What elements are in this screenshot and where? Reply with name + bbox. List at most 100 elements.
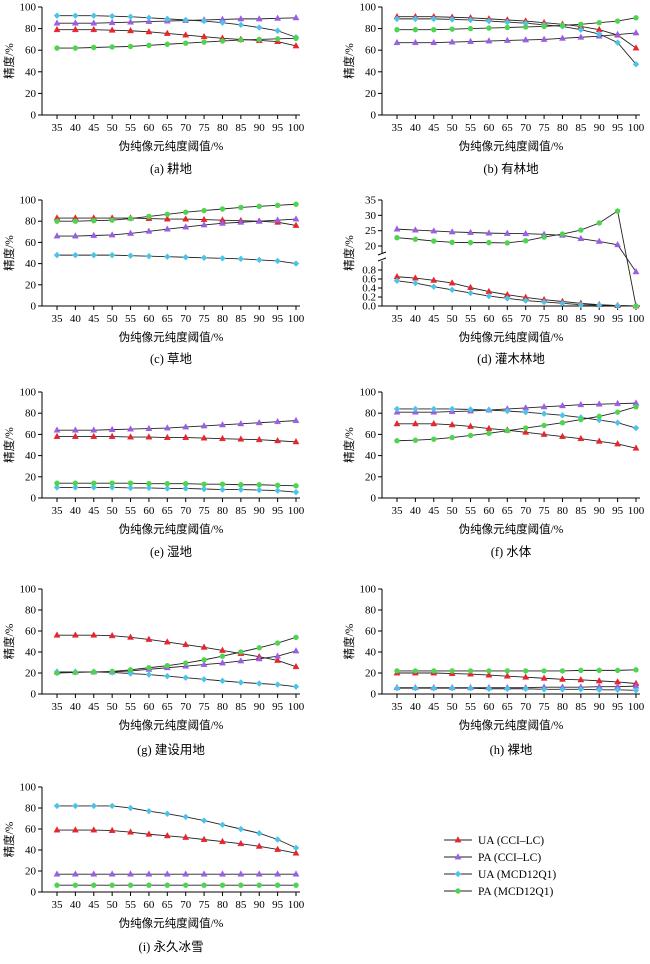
y-tick-label: 20 xyxy=(25,866,37,878)
chart-panel-6: 0 20 40 60 80 100 35 40 45 50 55 60 65 70 75 80 85 90 95 10… xyxy=(342,387,645,560)
data-point xyxy=(274,652,282,659)
series-line-2 xyxy=(57,218,297,237)
data-point xyxy=(430,276,438,283)
x-tick-label: 35 xyxy=(392,505,404,517)
data-point xyxy=(256,24,263,31)
data-point xyxy=(72,802,79,810)
series-line-2 xyxy=(397,32,637,44)
data-point xyxy=(145,28,153,35)
data-point xyxy=(182,882,189,888)
x-tick-label: 55 xyxy=(125,505,137,517)
data-point xyxy=(237,870,245,877)
data-point xyxy=(577,434,585,442)
data-point xyxy=(467,422,474,429)
data-point xyxy=(182,16,189,24)
y-tick-label: 80 xyxy=(25,216,37,228)
data-point xyxy=(614,208,621,214)
x-tick-label: 75 xyxy=(199,701,211,713)
y-tick-label: 20 xyxy=(365,88,377,100)
data-point xyxy=(632,424,640,432)
data-point xyxy=(486,239,492,246)
data-point xyxy=(219,486,226,493)
y-tick-label: 0 xyxy=(31,110,37,122)
data-point xyxy=(108,802,116,810)
data-point xyxy=(522,24,529,30)
data-point xyxy=(393,277,401,284)
data-point xyxy=(71,870,79,877)
x-tick-label: 45 xyxy=(428,701,440,713)
data-point xyxy=(256,645,262,651)
x-tick-label: 40 xyxy=(70,313,82,325)
data-point xyxy=(430,15,437,23)
data-point xyxy=(485,17,493,25)
data-point xyxy=(91,882,97,888)
data-point xyxy=(219,882,226,888)
panel-caption: (f) 水体 xyxy=(491,545,532,559)
data-point xyxy=(393,685,401,692)
y-tick-label: 20 xyxy=(365,241,377,253)
y-tick-label: 0 xyxy=(371,110,377,122)
data-point xyxy=(274,14,282,21)
data-point xyxy=(182,485,189,492)
data-point xyxy=(522,229,530,237)
data-point xyxy=(292,844,300,852)
data-point xyxy=(412,685,419,692)
y-tick-label: 40 xyxy=(25,258,37,270)
data-point xyxy=(163,225,171,232)
data-point xyxy=(182,423,190,430)
y-tick-label: 80 xyxy=(365,605,377,617)
x-axis-label: 伪纯像元纯度阈值/% xyxy=(459,139,564,153)
data-point xyxy=(146,665,152,671)
data-point xyxy=(614,419,621,426)
data-point xyxy=(201,882,207,888)
series-line-1 xyxy=(57,29,297,47)
x-tick-label: 35 xyxy=(52,701,64,713)
x-tick-label: 90 xyxy=(254,505,266,517)
data-point xyxy=(614,302,621,309)
data-point xyxy=(293,634,299,640)
data-point xyxy=(485,406,493,414)
data-point xyxy=(164,41,171,47)
legend-label: UA (MCD12Q1) xyxy=(478,869,556,881)
x-tick-label: 50 xyxy=(107,505,119,517)
data-point xyxy=(90,426,98,433)
x-tick-label: 70 xyxy=(520,505,532,517)
data-point xyxy=(578,227,584,233)
data-point xyxy=(145,635,153,642)
data-point xyxy=(430,38,438,46)
series-line-1 xyxy=(397,672,637,684)
x-tick-label: 90 xyxy=(254,313,266,325)
data-point xyxy=(449,239,455,246)
data-point xyxy=(90,19,98,26)
data-point xyxy=(219,481,226,487)
data-point xyxy=(578,667,584,674)
y-tick-label: 0 xyxy=(31,493,37,505)
data-point xyxy=(595,437,603,444)
data-point xyxy=(595,677,603,684)
x-tick-label: 75 xyxy=(199,313,211,325)
x-tick-label: 100 xyxy=(628,313,645,325)
y-tick-label: 0.8 xyxy=(362,265,376,277)
data-point xyxy=(504,240,511,246)
data-point xyxy=(559,420,566,426)
data-point xyxy=(633,15,639,21)
data-point xyxy=(431,668,437,674)
data-point xyxy=(256,36,262,43)
data-point xyxy=(237,15,245,22)
data-point xyxy=(522,408,529,416)
data-point xyxy=(90,484,97,491)
data-point xyxy=(522,238,529,244)
data-point xyxy=(219,821,226,828)
data-point xyxy=(127,26,134,34)
data-point xyxy=(146,213,152,220)
data-point xyxy=(200,17,208,25)
x-tick-label: 50 xyxy=(107,899,119,911)
data-point xyxy=(163,29,171,36)
series-line-1 xyxy=(397,423,637,449)
data-point xyxy=(108,826,116,833)
x-tick-label: 45 xyxy=(428,122,440,134)
x-tick-label: 55 xyxy=(125,899,137,911)
data-point xyxy=(577,400,585,408)
data-point xyxy=(274,836,281,843)
x-axis-label: 伪纯像元纯度阈值/% xyxy=(119,139,224,153)
